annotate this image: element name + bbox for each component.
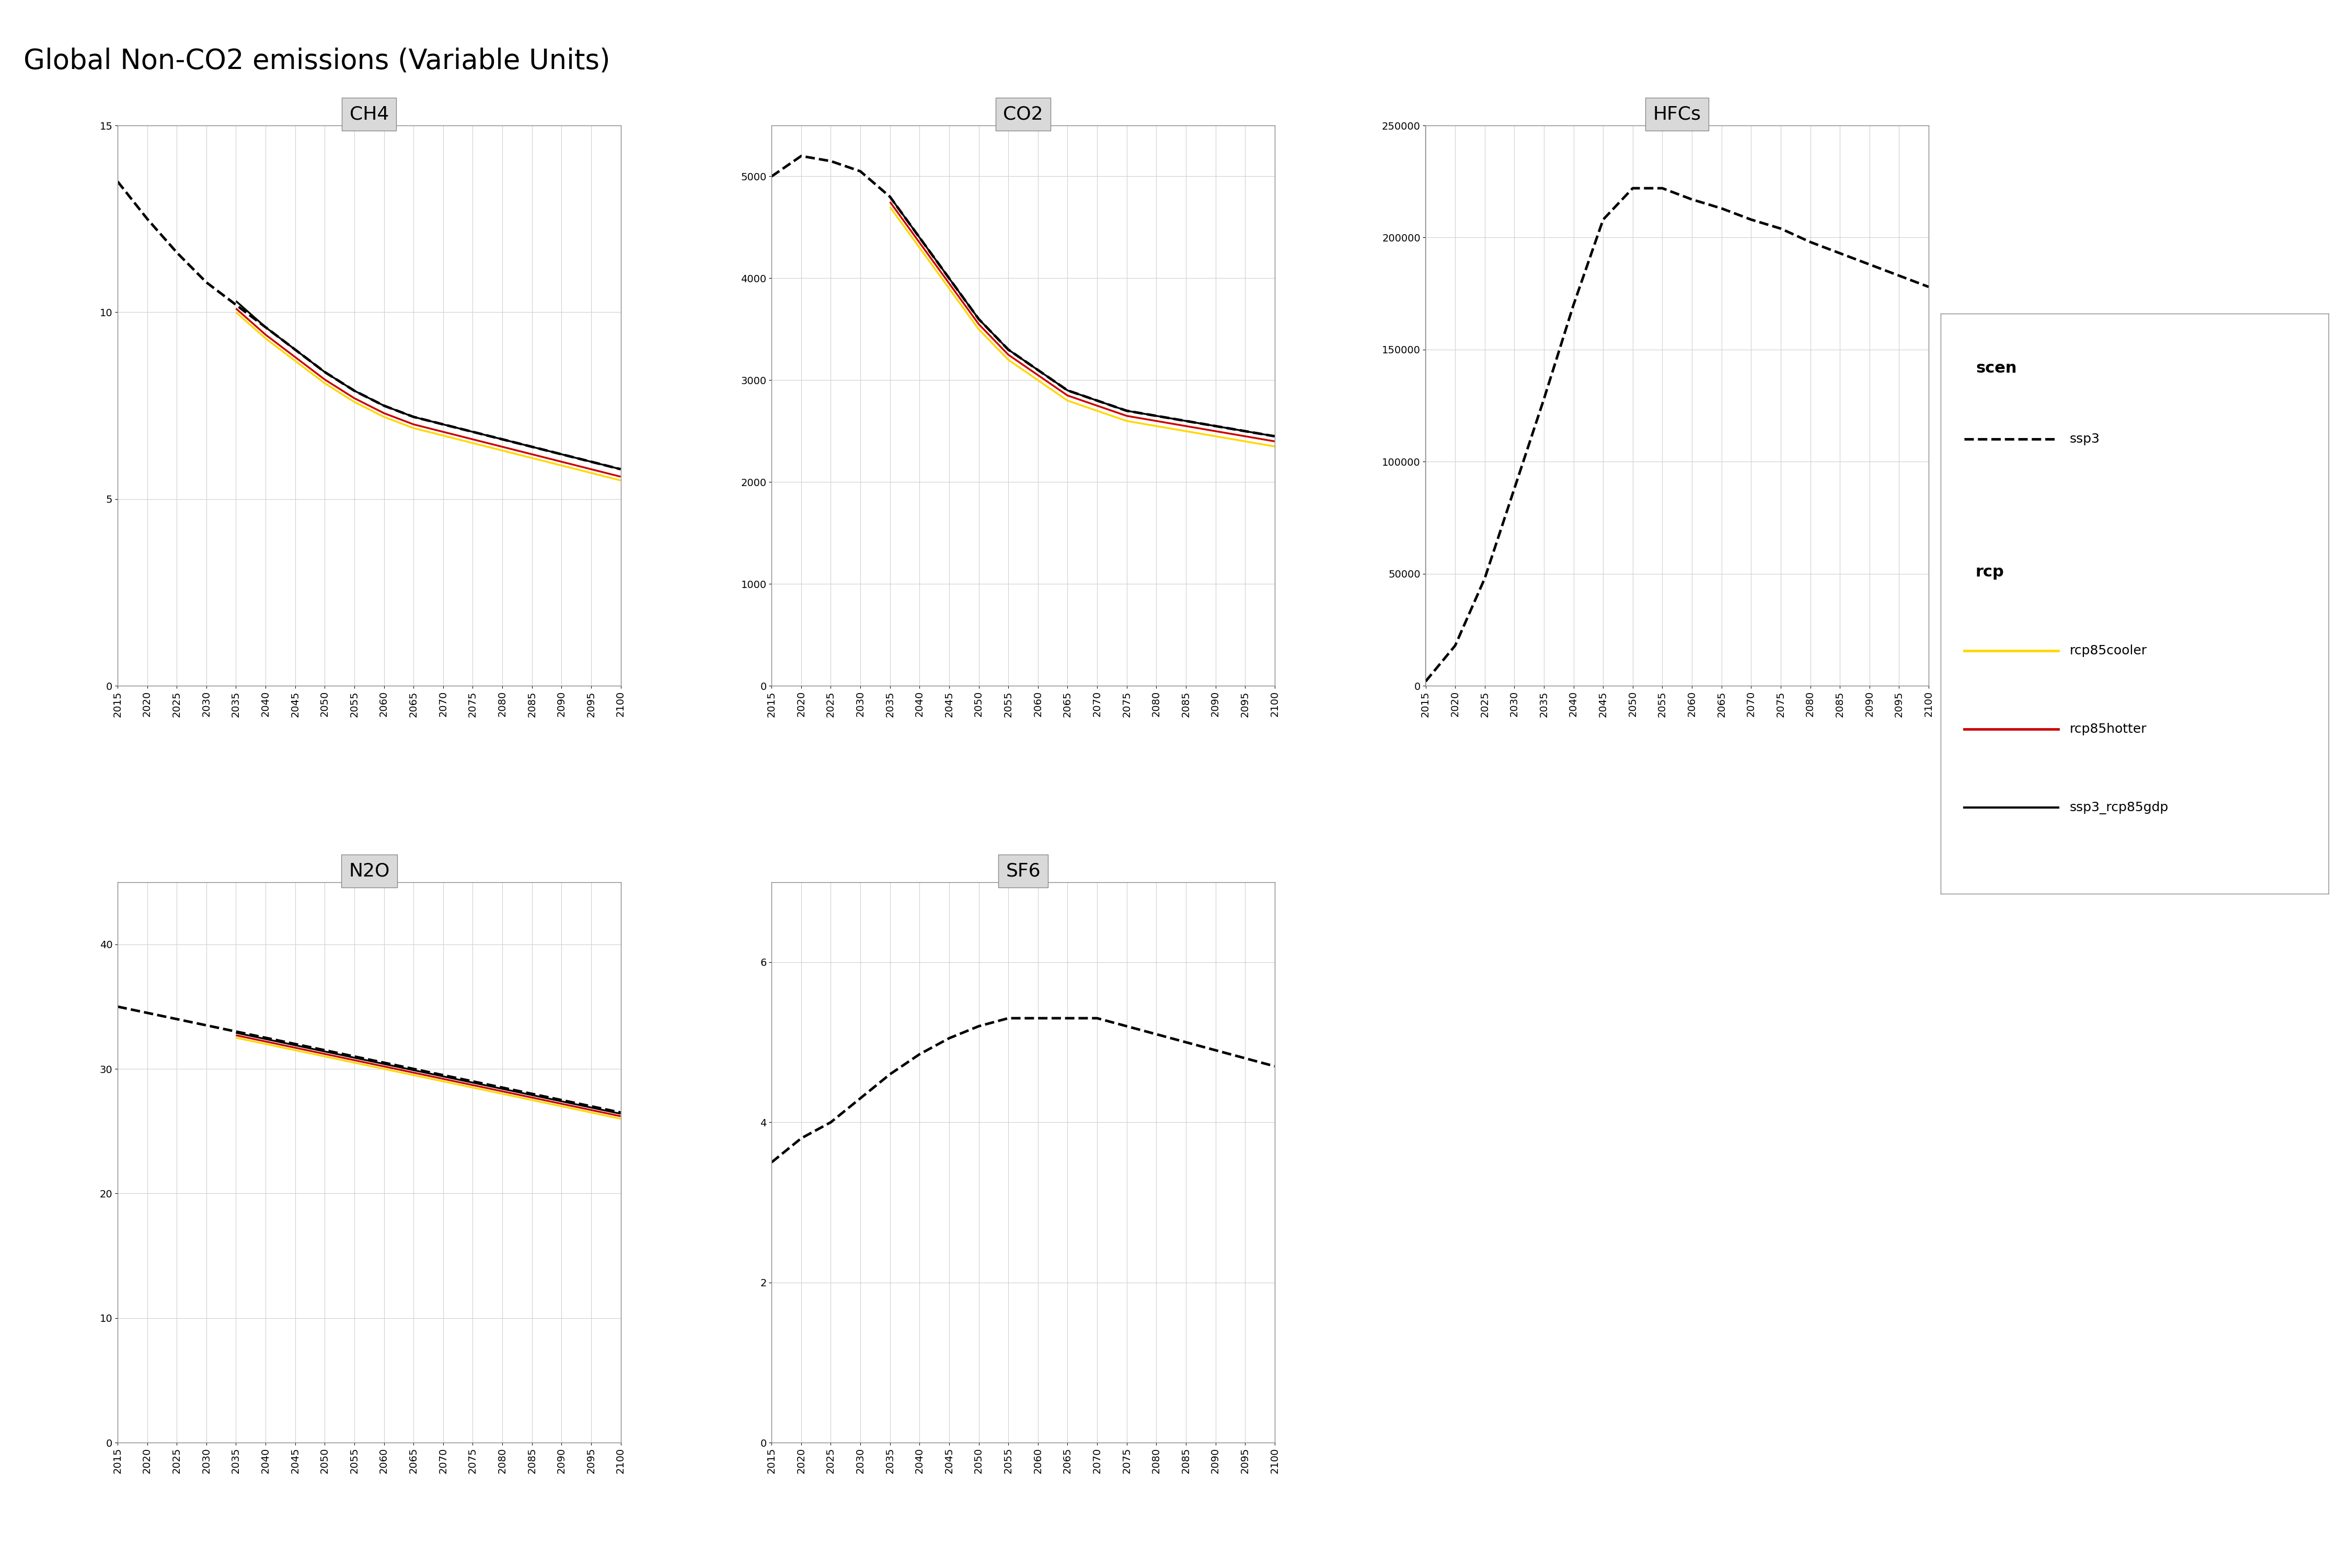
Title: CO2: CO2 bbox=[1002, 105, 1044, 124]
Text: Global Non-CO2 emissions (Variable Units): Global Non-CO2 emissions (Variable Units… bbox=[24, 47, 609, 74]
Text: ssp3_rcp85gdp: ssp3_rcp85gdp bbox=[2070, 801, 2169, 814]
Text: rcp: rcp bbox=[1976, 564, 2004, 580]
Text: rcp85hotter: rcp85hotter bbox=[2070, 723, 2147, 735]
Text: rcp85cooler: rcp85cooler bbox=[2070, 644, 2147, 657]
Title: SF6: SF6 bbox=[1007, 862, 1040, 880]
Text: ssp3: ssp3 bbox=[2070, 433, 2100, 445]
Title: N2O: N2O bbox=[348, 862, 390, 880]
Text: scen: scen bbox=[1976, 361, 2016, 376]
Title: HFCs: HFCs bbox=[1653, 105, 1700, 124]
Title: CH4: CH4 bbox=[350, 105, 388, 124]
